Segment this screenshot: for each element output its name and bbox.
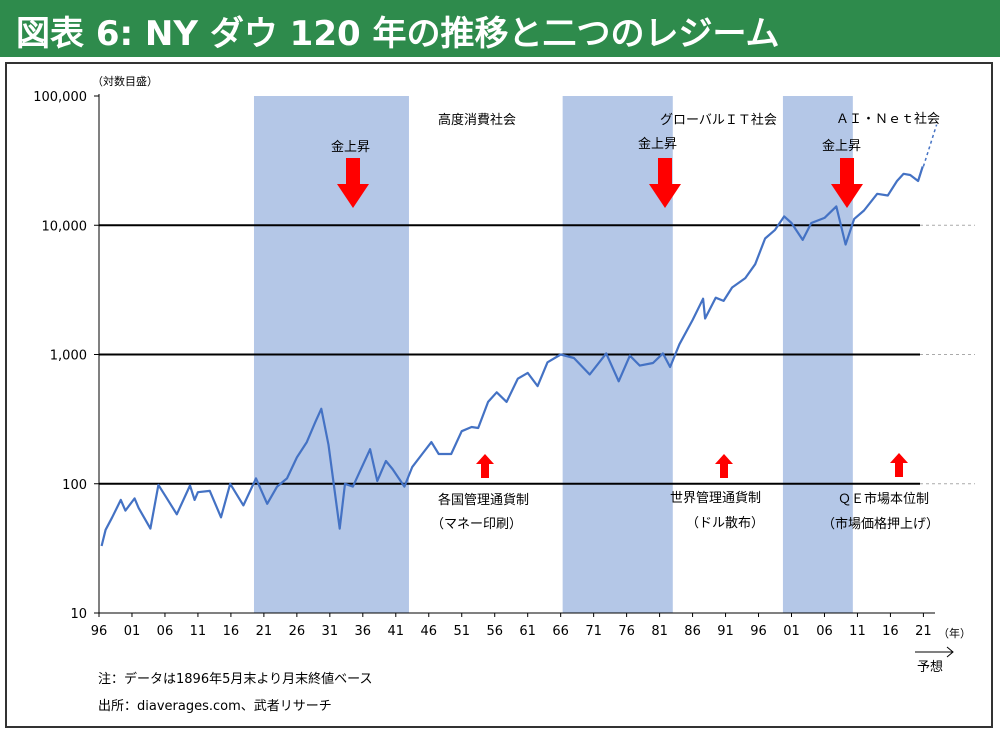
regime-arrow-2 [715, 454, 733, 478]
x-tick-label: 81 [651, 624, 668, 639]
x-unit-label: （年） [938, 626, 971, 640]
era-label-high-consumption: 高度消費社会 [438, 112, 516, 128]
y-tick-label: 100,000 [33, 90, 87, 105]
grid-dashed-lines [920, 224, 975, 485]
x-tick-label: 96 [91, 624, 108, 639]
x-tick-label: 46 [420, 624, 437, 639]
x-tick-label: 21 [915, 624, 932, 639]
x-tick-label: 86 [684, 624, 701, 639]
x-tick-label: 76 [618, 624, 635, 639]
x-tick-label: 36 [355, 624, 372, 639]
x-tick-label: 06 [816, 624, 833, 639]
era-label-ai-net: ＡＩ・Ｎｅｔ社会 [836, 111, 940, 127]
x-tick-label: 11 [849, 624, 866, 639]
gold-rise-arrow-2 [649, 158, 681, 208]
dow-series-line [100, 166, 924, 547]
regime-3-sublabel: （市場価格押上げ） [822, 516, 939, 532]
arrows-layer [337, 158, 908, 478]
gold-rise-label-2: 金上昇 [638, 136, 677, 152]
y-unit-label: （対数目盛） [92, 74, 158, 88]
x-tick-label: 01 [124, 624, 141, 639]
x-tick-label: 71 [585, 624, 602, 639]
axes: 10 100 1,000 10,000 100,000 96 01 06 11 16 21 26 31 3… [33, 90, 954, 658]
regime-2-sublabel: （ドル散布） [686, 516, 764, 531]
y-tick-label: 100 [62, 478, 87, 493]
x-tick-label: 96 [750, 624, 767, 639]
footnote-source: 出所：diaverages.com、武者リサーチ [98, 699, 332, 714]
chart-title: 図表 6: NY ダウ 120 年の推移と二つのレジーム [16, 14, 780, 54]
x-tick-label: 21 [256, 624, 273, 639]
x-tick-label: 56 [486, 624, 503, 639]
x-tick-label: 01 [783, 624, 800, 639]
x-tick-label: 31 [322, 624, 339, 639]
series-layer [100, 124, 938, 547]
forecast-label: 予想 [917, 659, 943, 675]
regime-arrow-3 [890, 453, 908, 477]
y-tick-label: 10 [70, 607, 87, 622]
reference-lines [99, 224, 920, 485]
title-bar: 図表 6: NY ダウ 120 年の推移と二つのレジーム [0, 0, 1000, 57]
era-label-global-it: グローバルＩＴ社会 [660, 112, 777, 128]
x-tick-label: 66 [552, 624, 569, 639]
forecast-arrow-icon [915, 646, 954, 658]
x-tick-label: 41 [388, 624, 405, 639]
x-tick-label: 11 [190, 624, 207, 639]
x-tick-label: 06 [157, 624, 174, 639]
gold-rise-arrow-1 [337, 158, 369, 208]
x-tick-label: 91 [717, 624, 734, 639]
gold-rise-label-1: 金上昇 [331, 139, 370, 155]
y-tick-label: 10,000 [42, 219, 88, 234]
footnote-note: 注：データは1896年5月末より月末終値ベース [98, 671, 372, 687]
x-tick-label: 16 [882, 624, 899, 639]
regime-arrow-1 [476, 454, 494, 478]
regime-3-label: ＱＥ市場本位制 [838, 491, 929, 507]
gold-rise-arrow-3 [831, 158, 863, 208]
x-tick-label: 16 [223, 624, 240, 639]
regime-2-label: 世界管理通貨制 [670, 490, 761, 506]
gold-rise-label-3: 金上昇 [822, 138, 861, 154]
forecast-dashed-line [922, 124, 938, 167]
regime-1-label: 各国管理通貨制 [438, 492, 529, 508]
x-tick-label: 26 [289, 624, 306, 639]
x-tick-label: 51 [453, 624, 470, 639]
regime-1-sublabel: （マネー印刷） [431, 517, 522, 532]
x-tick-label: 61 [519, 624, 536, 639]
y-tick-label: 1,000 [50, 349, 87, 364]
